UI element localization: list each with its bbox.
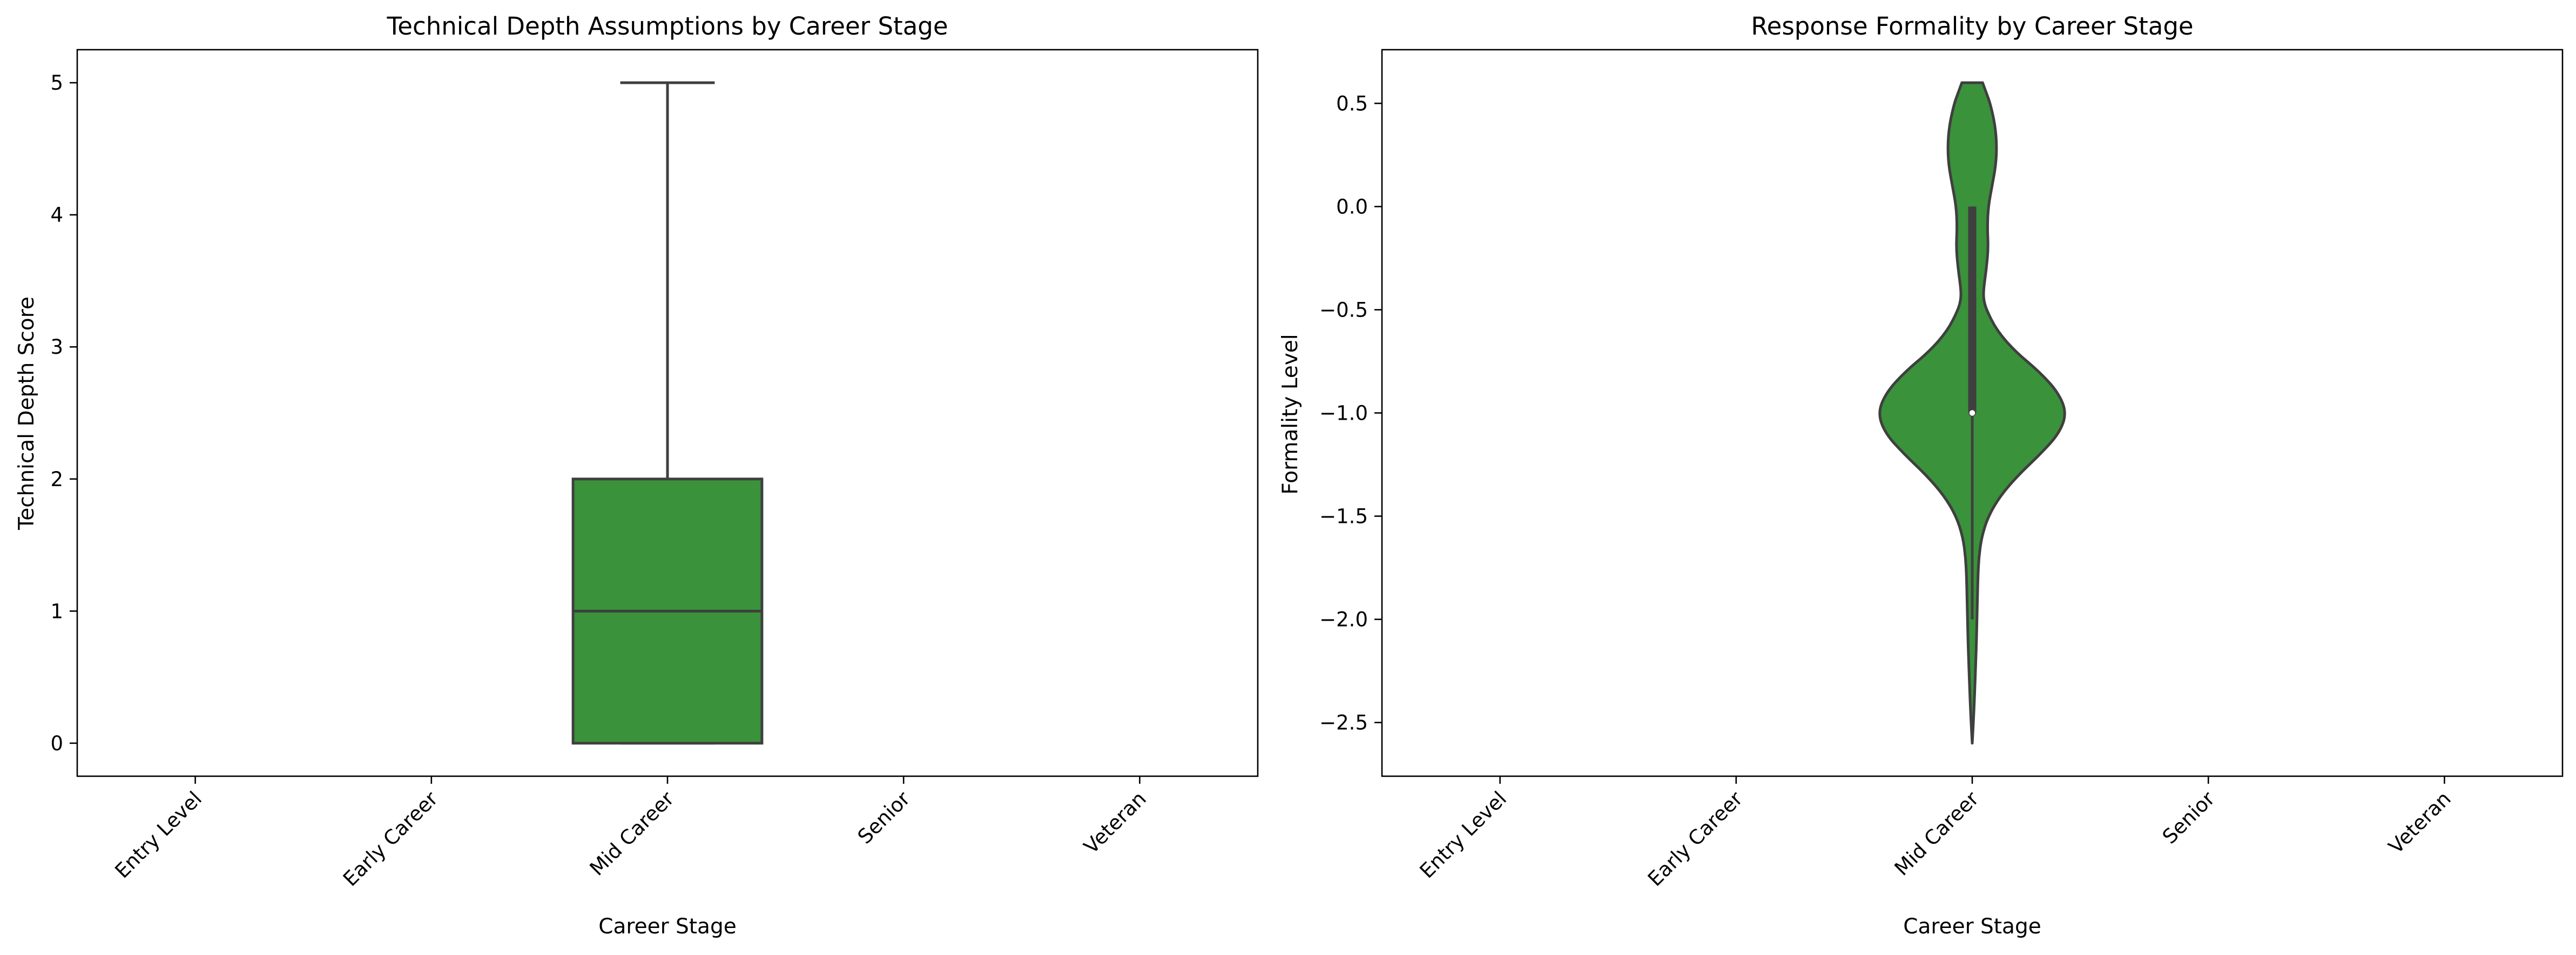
y-tick-label: 3 bbox=[50, 335, 63, 359]
box-plot-frame bbox=[76, 49, 1259, 777]
y-tick-label: −2.5 bbox=[1319, 711, 1368, 735]
y-tick-label: 1 bbox=[50, 600, 63, 623]
y-tick-label: −1.0 bbox=[1319, 402, 1368, 425]
y-tick-label: 0 bbox=[50, 732, 63, 755]
y-tick-label: −1.5 bbox=[1319, 505, 1368, 528]
y-tick-label: −2.0 bbox=[1319, 608, 1368, 631]
box-chart-xlabel: Career Stage bbox=[598, 914, 736, 939]
violin-chart-xlabel: Career Stage bbox=[1903, 914, 2041, 939]
violin-plot-frame bbox=[1381, 49, 2564, 777]
y-tick-label: 2 bbox=[50, 468, 63, 491]
y-tick-label: 0.5 bbox=[1336, 92, 1368, 115]
box-chart-ylabel: Technical Depth Score bbox=[15, 297, 39, 530]
y-tick-label: 4 bbox=[50, 204, 63, 227]
violin-median-dot bbox=[1968, 409, 1976, 417]
y-tick-label: 5 bbox=[50, 71, 63, 95]
violin-chart-ylabel: Formality Level bbox=[1278, 334, 1303, 495]
y-tick-label: −0.5 bbox=[1319, 298, 1368, 321]
y-tick-label: 0.0 bbox=[1336, 195, 1368, 218]
box-chart-title: Technical Depth Assumptions by Career St… bbox=[386, 12, 948, 41]
violin-chart-title: Response Formality by Career Stage bbox=[1751, 12, 2193, 41]
